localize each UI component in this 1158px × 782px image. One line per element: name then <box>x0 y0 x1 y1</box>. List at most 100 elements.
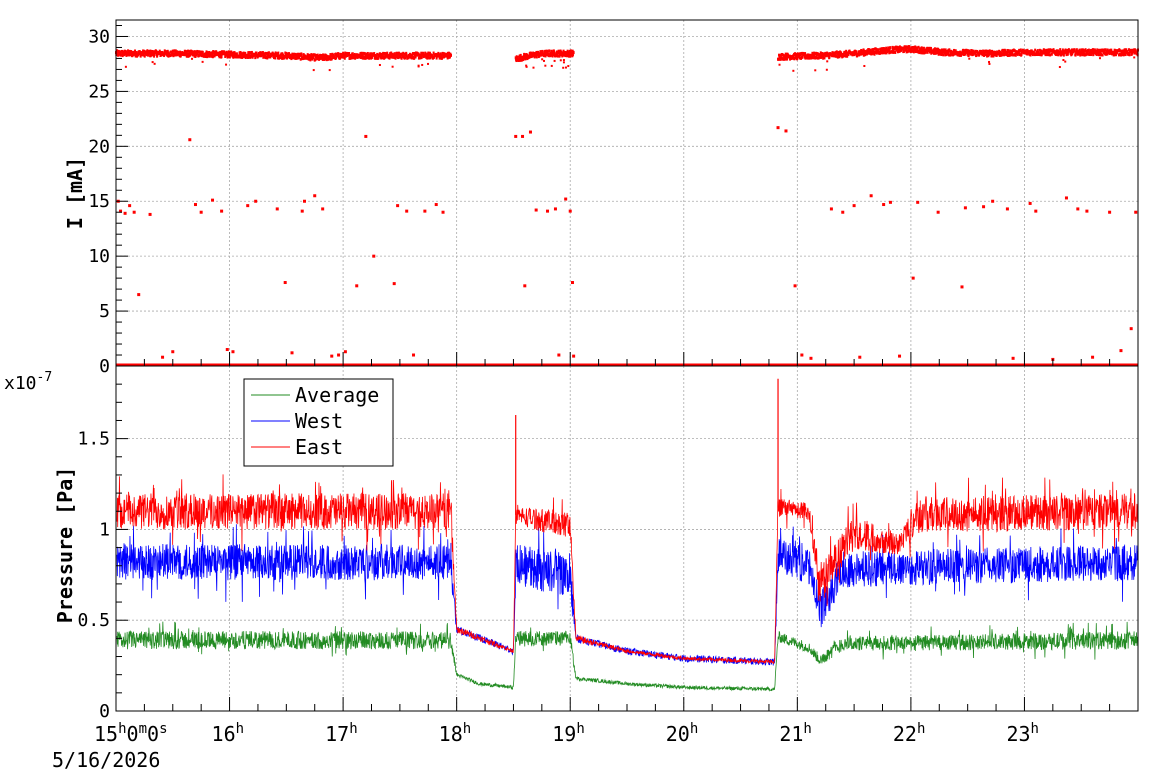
current-point <box>1075 48 1078 52</box>
current-point <box>532 51 535 55</box>
current-point <box>1058 66 1061 69</box>
current-point <box>209 52 212 56</box>
legend: Average West East <box>243 378 394 467</box>
current-point <box>784 129 788 133</box>
current-point <box>852 204 856 208</box>
current-point <box>446 51 449 55</box>
current-point <box>928 50 931 54</box>
current-point <box>142 49 145 53</box>
current-point <box>897 46 900 50</box>
current-point <box>863 64 866 67</box>
current-point <box>923 51 926 55</box>
current-point <box>983 52 986 56</box>
pressure-exponent-label: x10-7 <box>4 370 52 394</box>
current-point <box>1013 49 1016 53</box>
current-point <box>199 210 203 214</box>
y-tick-label: 1.5 <box>77 429 110 450</box>
current-point <box>1062 59 1065 62</box>
current-point <box>991 199 995 203</box>
current-point <box>833 51 836 55</box>
current-point <box>148 212 152 216</box>
current-point <box>1108 51 1111 55</box>
current-point <box>564 50 567 54</box>
current-point <box>1112 51 1115 55</box>
current-point <box>350 53 353 57</box>
current-point <box>174 53 177 57</box>
current-point <box>541 58 544 61</box>
current-point <box>860 52 863 56</box>
date-label: 5/16/2026 <box>52 748 160 772</box>
current-point <box>535 55 538 59</box>
current-point <box>247 51 250 55</box>
current-point <box>562 59 565 62</box>
current-point <box>786 57 789 61</box>
current-point <box>326 56 329 60</box>
current-point <box>123 211 127 215</box>
pressure-axis: 0 0.5 1 1.5 <box>77 383 1139 722</box>
current-point <box>386 53 389 57</box>
current-point <box>969 52 972 56</box>
current-point <box>1065 53 1068 57</box>
current-point <box>804 52 807 56</box>
current-point <box>1004 50 1007 54</box>
current-point <box>780 56 783 60</box>
current-point <box>831 54 834 58</box>
current-point <box>200 54 203 58</box>
legend-box <box>243 378 394 467</box>
current-point <box>866 51 869 55</box>
current-point <box>817 56 820 60</box>
current-point <box>784 55 787 59</box>
current-point <box>841 210 845 214</box>
current-point <box>530 51 533 55</box>
current-point <box>858 53 861 57</box>
current-point <box>1043 49 1046 53</box>
current-point <box>995 51 998 55</box>
current-point <box>968 49 971 53</box>
current-point <box>800 353 804 357</box>
legend-label-east: East <box>295 435 343 459</box>
current-point <box>990 51 993 55</box>
current-point <box>905 48 908 52</box>
current-point <box>826 60 829 63</box>
current-point <box>939 49 942 53</box>
current-point <box>1119 49 1122 53</box>
current-point <box>336 54 339 58</box>
current-point <box>229 50 232 54</box>
current-point <box>264 51 267 55</box>
current-point <box>1091 48 1094 52</box>
current-point <box>853 52 856 56</box>
current-point <box>1050 52 1053 56</box>
current-point <box>1034 209 1038 213</box>
current-point <box>942 48 945 52</box>
current-point <box>567 65 570 68</box>
current-grid <box>116 20 1138 366</box>
current-point <box>348 51 351 55</box>
current-point <box>312 69 315 72</box>
current-point <box>432 51 435 55</box>
current-point <box>534 54 537 58</box>
current-point <box>857 50 860 54</box>
current-plot-frame <box>115 19 1139 367</box>
current-point <box>309 54 312 58</box>
current-point <box>544 64 547 67</box>
current-point <box>405 209 409 213</box>
current-point <box>210 54 213 58</box>
current-point <box>287 55 290 59</box>
current-point <box>137 293 141 297</box>
current-point <box>370 56 373 60</box>
current-point <box>888 200 892 204</box>
current-point <box>977 51 980 55</box>
current-point <box>353 52 356 56</box>
current-point <box>195 53 198 57</box>
current-point <box>447 51 450 55</box>
current-point <box>263 53 266 57</box>
current-point <box>1131 51 1134 55</box>
current-point <box>1029 53 1032 57</box>
current-point <box>390 51 393 55</box>
current-point <box>558 51 561 55</box>
current-point <box>183 51 186 55</box>
current-point <box>356 53 359 57</box>
current-point <box>895 48 898 52</box>
current-point <box>860 48 863 52</box>
current-point <box>555 54 558 58</box>
